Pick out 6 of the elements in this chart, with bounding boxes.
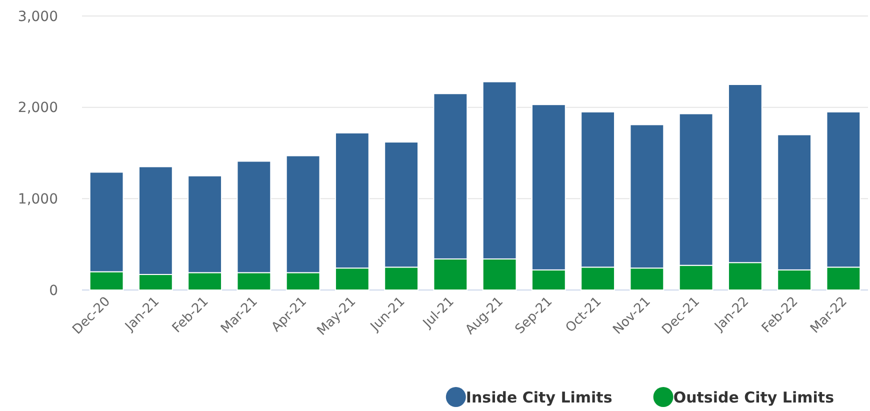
y-tick-label: 0 xyxy=(49,282,58,299)
y-tick-label: 3,000 xyxy=(18,8,58,25)
legend-label: Inside City Limits xyxy=(466,388,612,406)
legend-label: Outside City Limits xyxy=(673,388,834,406)
y-tick-label: 2,000 xyxy=(18,100,58,116)
y-tick-label: 1,000 xyxy=(18,192,58,208)
